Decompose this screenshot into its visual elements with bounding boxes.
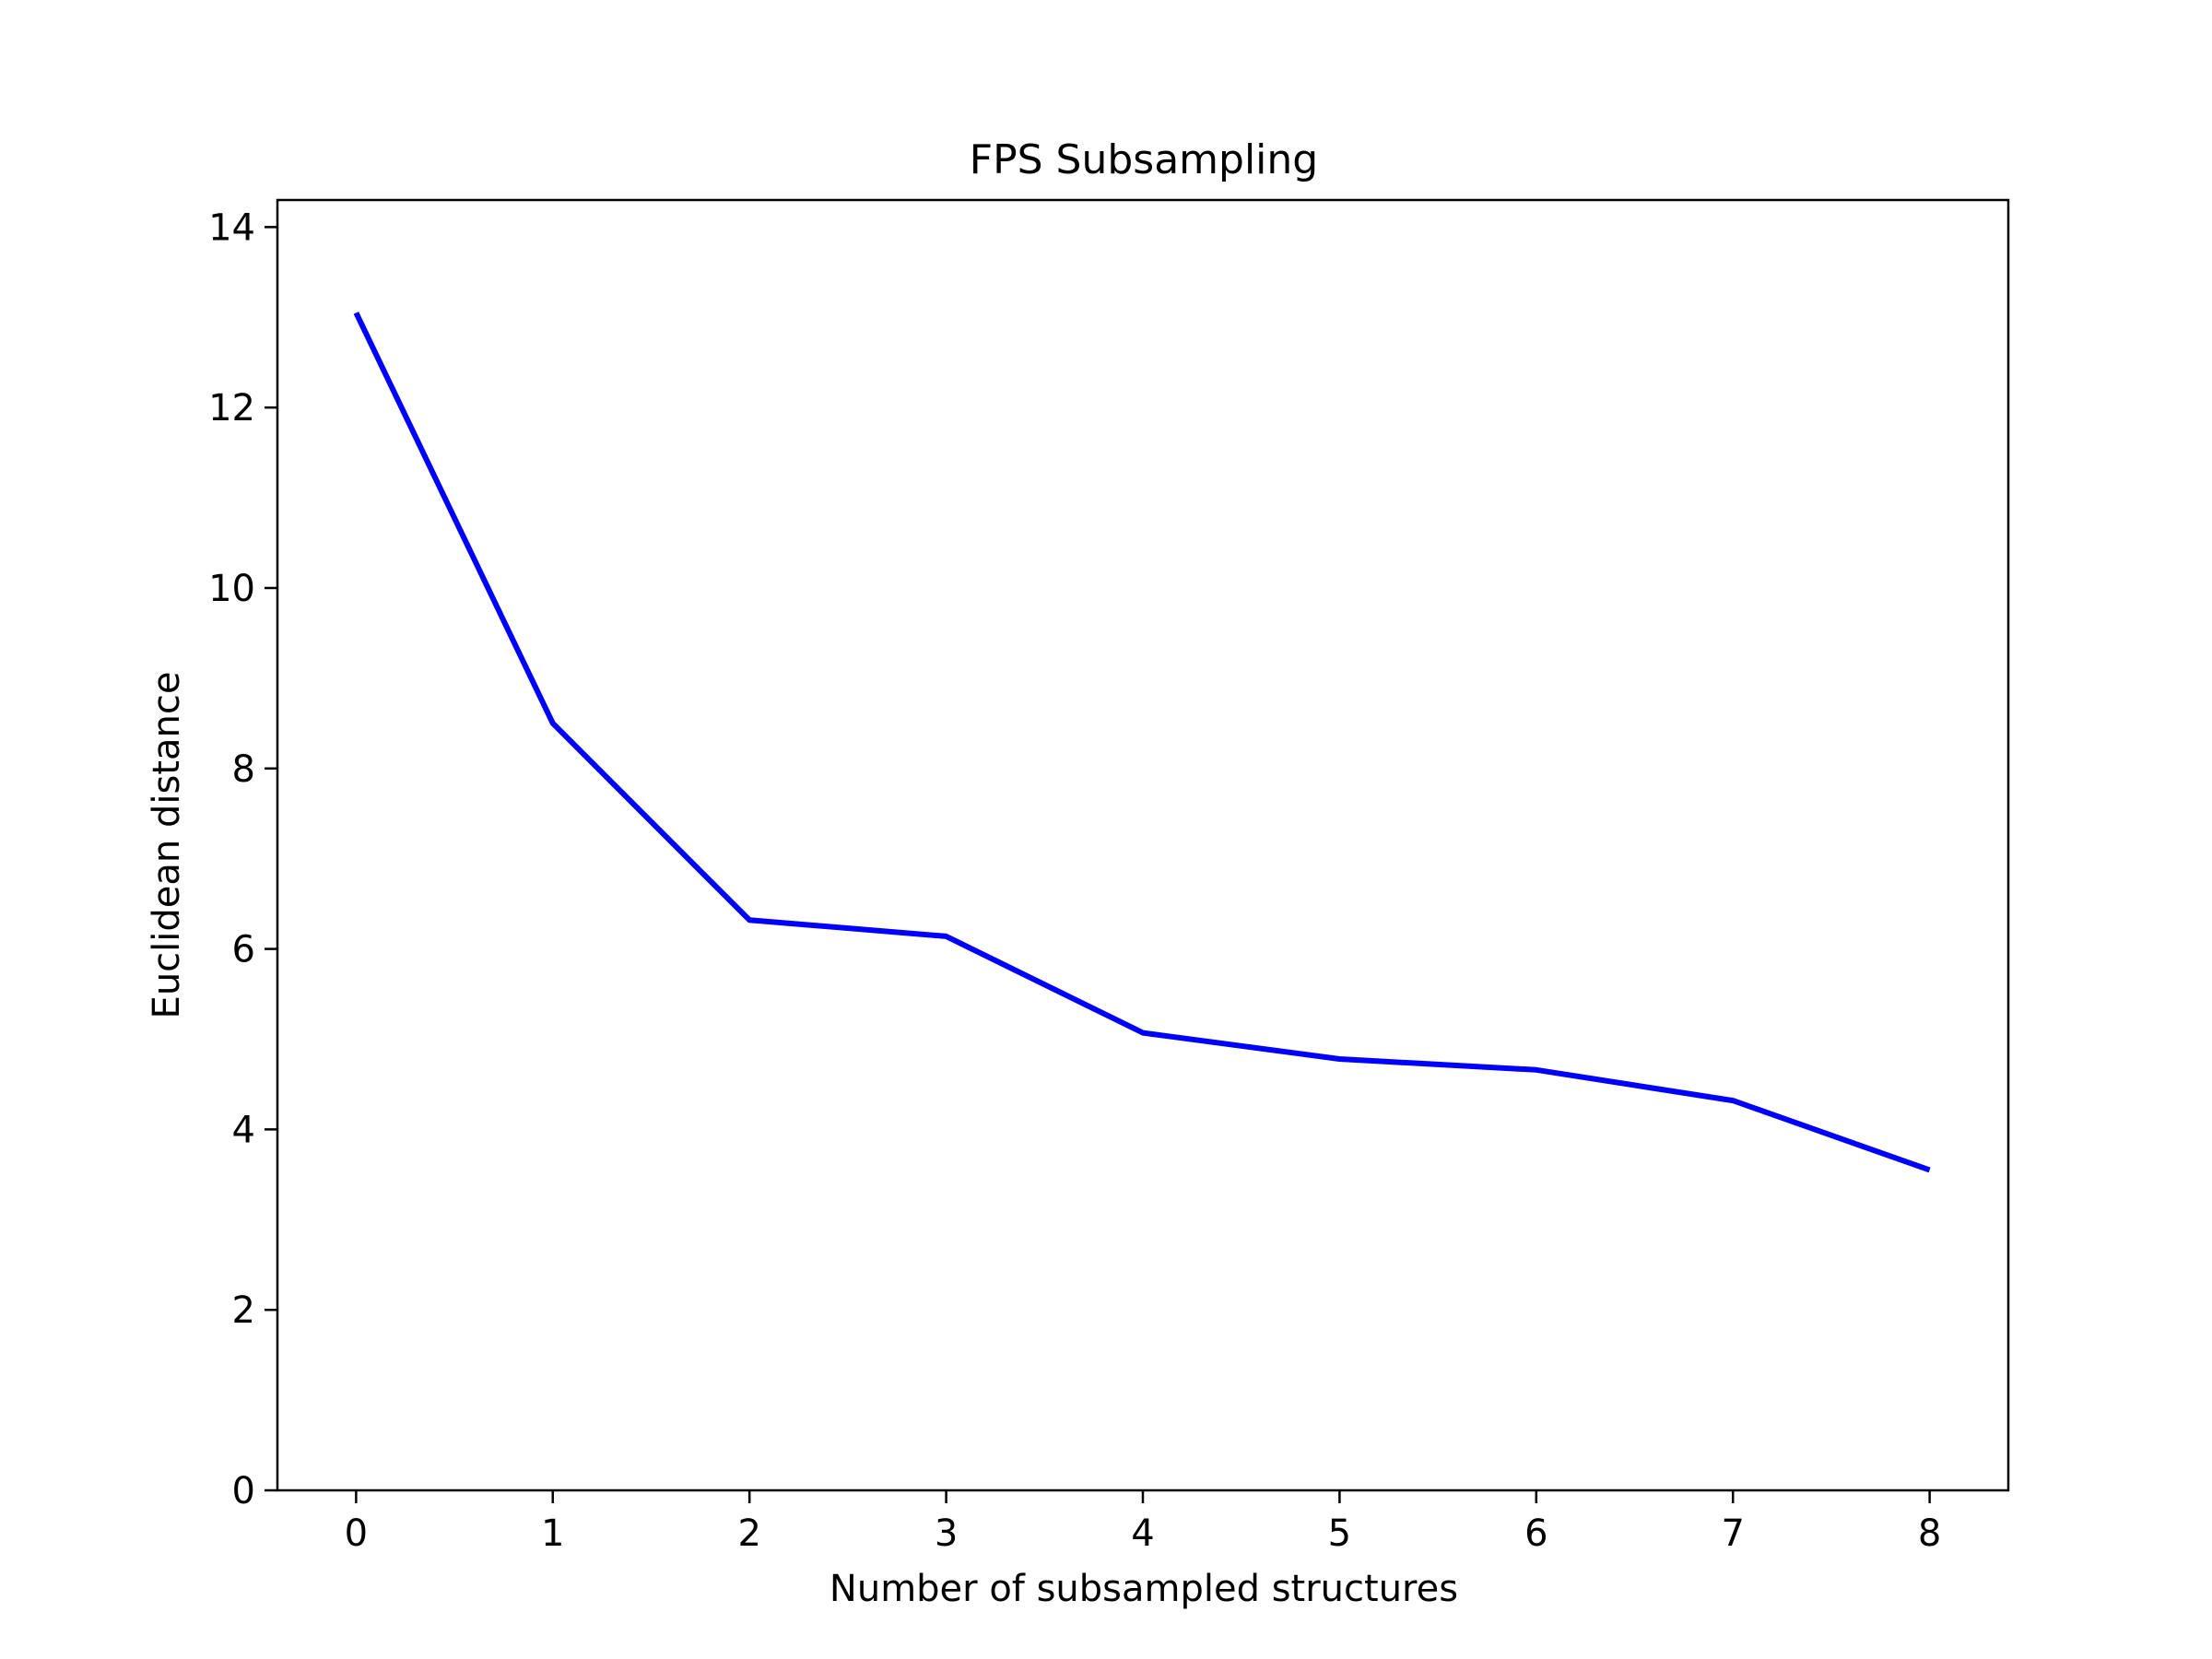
x-axis: 0 1 2 3 4 5 6 7 8 (345, 1490, 1941, 1555)
chart-title: FPS Subsampling (970, 136, 1318, 183)
x-tick-label: 5 (1328, 1512, 1351, 1555)
x-tick-label: 7 (1722, 1512, 1745, 1555)
y-tick-label: 6 (232, 929, 255, 971)
x-tick-label: 3 (935, 1512, 958, 1555)
x-tick-label: 1 (541, 1512, 564, 1555)
y-tick-label: 0 (232, 1470, 255, 1512)
y-axis-label: Euclidean distance (146, 672, 188, 1019)
plot-area (353, 312, 1931, 1173)
y-tick-label: 2 (232, 1289, 255, 1332)
y-tick-label: 14 (208, 206, 255, 249)
x-axis-label: Number of subsampled structures (830, 1568, 1458, 1610)
y-tick-label: 4 (232, 1109, 255, 1151)
series-line (353, 312, 1931, 1173)
y-tick-label: 10 (208, 568, 255, 610)
x-tick-label: 8 (1918, 1512, 1941, 1555)
y-tick-label: 12 (208, 387, 255, 429)
x-tick-label: 6 (1524, 1512, 1547, 1555)
y-tick-label: 8 (232, 748, 255, 791)
y-axis: 0 2 4 6 8 10 12 14 (208, 206, 277, 1512)
x-tick-label: 2 (737, 1512, 760, 1555)
x-tick-label: 4 (1131, 1512, 1154, 1555)
x-tick-label: 0 (345, 1512, 368, 1555)
